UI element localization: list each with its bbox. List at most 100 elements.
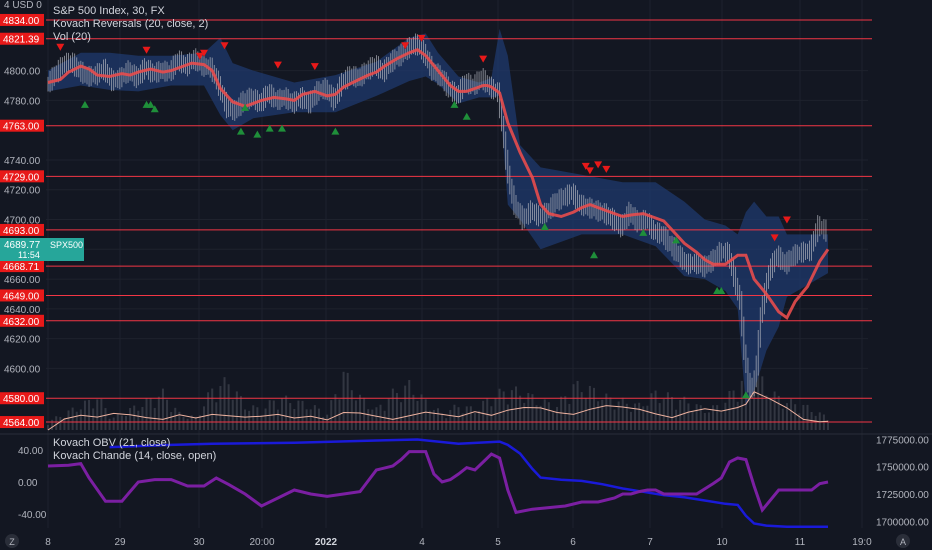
down-marker xyxy=(770,234,779,242)
obv-line xyxy=(109,438,828,528)
time-tick-label: 29 xyxy=(114,537,126,548)
volume-bar xyxy=(531,394,534,430)
down-marker xyxy=(602,165,611,173)
volume-bar xyxy=(170,412,173,430)
volume-bar xyxy=(432,409,435,430)
volume-bar xyxy=(658,403,661,430)
volume-bar xyxy=(535,405,538,430)
legend-chande[interactable]: Kovach Chande (14, close, open) xyxy=(53,450,217,462)
volume-bar xyxy=(391,388,394,430)
volume-bar xyxy=(215,402,218,430)
up-marker xyxy=(741,391,750,399)
time-tick-label: 7 xyxy=(647,537,653,548)
right-tick-label: 1700000.00 xyxy=(876,517,929,528)
auto-scale-label: A xyxy=(900,537,906,547)
volume-bar xyxy=(281,398,283,430)
down-marker xyxy=(581,162,590,170)
down-marker xyxy=(594,161,603,169)
volume-bar xyxy=(527,393,530,430)
up-marker xyxy=(278,124,286,132)
price-tick-label: 4800.00 xyxy=(4,67,41,78)
right-tick-label: 1775000.00 xyxy=(876,435,929,446)
price-tick-label: 4780.00 xyxy=(4,96,41,107)
volume-bar xyxy=(601,399,604,430)
volume-bar xyxy=(120,415,123,430)
down-marker xyxy=(310,63,319,71)
up-marker xyxy=(590,251,598,259)
volume-bar xyxy=(699,405,702,430)
volume-bar xyxy=(642,406,645,430)
volume-bar xyxy=(96,399,99,430)
volume-bar xyxy=(781,408,784,430)
volume-bar xyxy=(687,403,690,430)
horizontal-levels[interactable]: 4834.00 4821.39 4763.00 4729.00 4693.00 4668.… xyxy=(0,13,872,429)
volume-bar xyxy=(383,410,386,430)
volume-bar xyxy=(219,386,222,430)
volume-bar xyxy=(449,409,452,430)
volume-bar xyxy=(597,401,600,430)
volume-ma xyxy=(47,391,829,431)
volume-bar xyxy=(568,403,571,430)
up-marker xyxy=(717,286,726,294)
level-label: 4668.71 xyxy=(3,262,40,273)
volume-bar xyxy=(510,390,513,430)
price-tick-label: 4600.00 xyxy=(4,364,41,375)
auto-scale-icon[interactable] xyxy=(896,534,910,548)
volume-bar xyxy=(761,376,764,430)
reversal-markers xyxy=(56,34,791,399)
time-tick-label: 5 xyxy=(495,537,501,548)
volume-bar xyxy=(703,413,706,430)
volume-bar xyxy=(47,424,49,430)
volume-bar xyxy=(227,384,230,430)
down-marker xyxy=(220,42,229,50)
up-marker xyxy=(236,127,245,135)
legend-reversals[interactable]: Kovach Reversals (20, close, 2) xyxy=(53,18,209,30)
volume-bar xyxy=(404,385,407,430)
legend-symbol[interactable]: S&P 500 Index, 30, FX xyxy=(53,5,165,17)
volume-bar xyxy=(367,409,370,430)
ma-line xyxy=(47,48,830,321)
volume-bar xyxy=(827,420,829,430)
legend-obv[interactable]: Kovach OBV (21, close) xyxy=(53,437,171,449)
volume-bar xyxy=(346,372,349,430)
volume-bar xyxy=(301,400,304,430)
volume-bar xyxy=(515,386,517,430)
volume-bar xyxy=(371,409,374,430)
volume-bar xyxy=(490,406,493,430)
volume-bar xyxy=(576,380,579,430)
volume-bar xyxy=(297,400,300,430)
level-label: 4564.00 xyxy=(3,418,40,429)
volume-bar xyxy=(157,396,160,430)
volume-bars xyxy=(47,370,829,430)
up-marker xyxy=(150,105,159,113)
volume-bar xyxy=(239,396,242,430)
volume-bar xyxy=(806,404,809,430)
volume-bar xyxy=(662,398,665,430)
price-tick-label: 4660.00 xyxy=(4,275,41,286)
volume-bar xyxy=(309,409,312,430)
volume-bar xyxy=(728,390,731,430)
volume-bar xyxy=(420,394,423,430)
volume-bar xyxy=(580,392,583,430)
volume-bar xyxy=(753,387,756,430)
volume-bar xyxy=(777,395,780,430)
volume-bar xyxy=(523,402,526,430)
level-tag xyxy=(0,170,44,183)
up-marker xyxy=(672,236,681,244)
volume-bar xyxy=(395,392,398,430)
zoom-reset-icon[interactable] xyxy=(5,534,19,548)
volume-bar xyxy=(671,396,673,430)
volume-bar xyxy=(638,402,641,430)
time-tick-label: 6 xyxy=(570,537,576,548)
legend-volume[interactable]: Vol (20) xyxy=(53,31,91,43)
volume-bar xyxy=(785,403,788,430)
volume-bar xyxy=(453,404,456,430)
volume-bar xyxy=(141,407,144,430)
volume-bar xyxy=(605,393,608,430)
volume-bar xyxy=(773,391,776,430)
price-tick-label: 4720.00 xyxy=(4,186,41,197)
volume-bar xyxy=(260,415,263,430)
volume-bar xyxy=(502,391,505,430)
down-marker xyxy=(195,52,204,60)
